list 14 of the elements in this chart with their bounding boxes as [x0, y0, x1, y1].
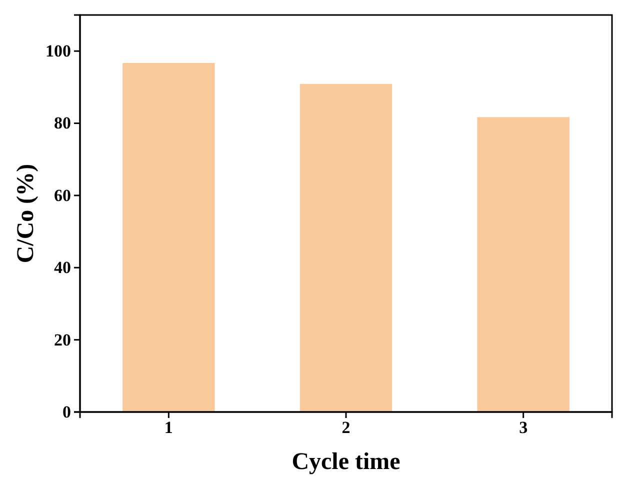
y-tick-label: 80 [54, 114, 71, 133]
x-tick-label: 2 [342, 418, 350, 438]
y-axis-title: C/Co (%) [13, 164, 39, 264]
bar [122, 63, 215, 412]
x-tick-label: 3 [519, 418, 528, 438]
x-axis-title: Cycle time [292, 449, 401, 475]
y-tick-label: 60 [54, 186, 71, 205]
x-tick-label: 1 [164, 418, 173, 438]
y-tick-label: 40 [54, 258, 71, 278]
y-tick-label: 0 [62, 402, 71, 422]
bar [477, 117, 570, 412]
y-tick-label: 100 [46, 42, 71, 61]
bar [300, 84, 392, 412]
y-tick-label: 20 [54, 330, 71, 350]
